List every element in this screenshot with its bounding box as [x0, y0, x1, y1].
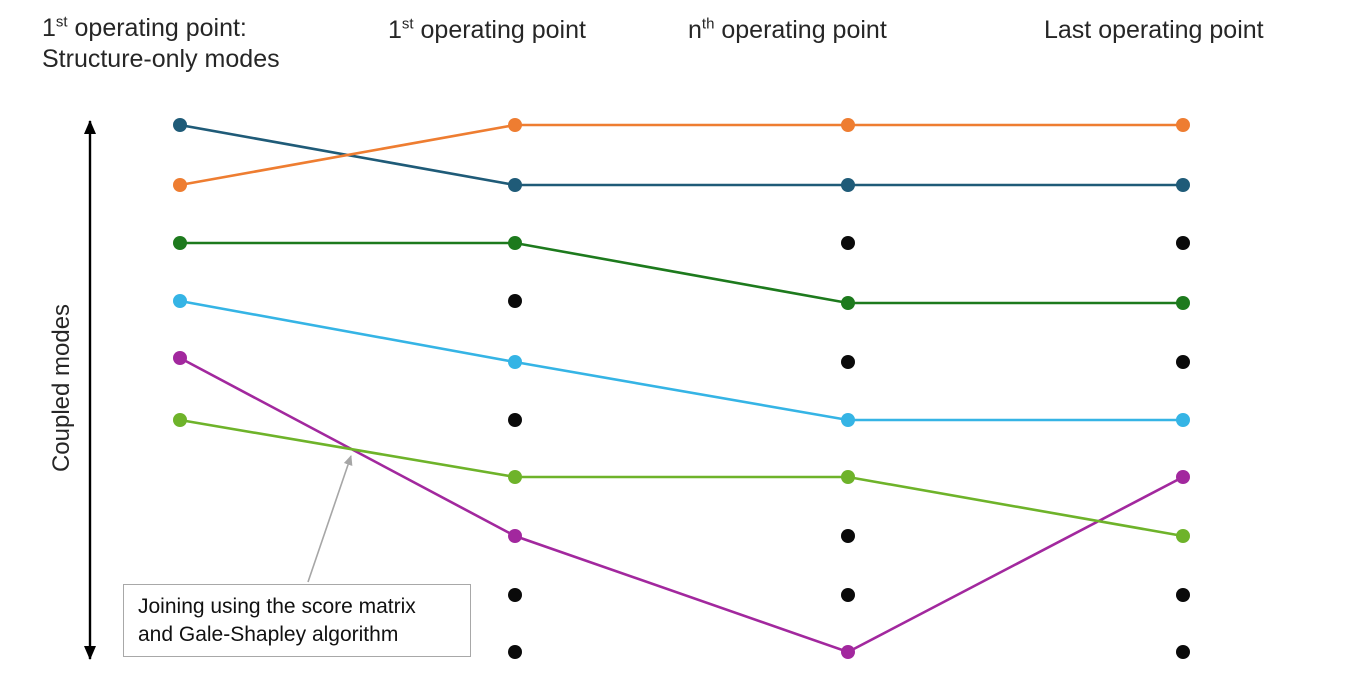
mode-point-light-blue	[173, 294, 187, 308]
mode-point-light-blue	[841, 413, 855, 427]
mode-point-dark-blue	[1176, 178, 1190, 192]
header-line-1: 1st operating point:	[42, 13, 280, 44]
mode-point-dark-blue	[841, 178, 855, 192]
mode-point-light-green	[1176, 529, 1190, 543]
mode-point-orange	[841, 118, 855, 132]
mode-point-dark-green	[1176, 296, 1190, 310]
annotation-line-2: and Gale-Shapley algorithm	[138, 622, 399, 646]
unmatched-mode-dot	[1176, 355, 1190, 369]
unmatched-mode-dot	[841, 355, 855, 369]
header-superscript: st	[55, 13, 68, 31]
mode-line-dark-green	[180, 241, 1183, 305]
unmatched-mode-dot	[841, 588, 855, 602]
mode-point-light-green	[173, 413, 187, 427]
unmatched-mode-dot	[508, 413, 522, 427]
header-superscript: th	[701, 15, 715, 33]
mode-point-light-blue	[1176, 413, 1190, 427]
header-nth-operating-point: nth operating point	[688, 15, 887, 46]
mode-line-orange	[179, 123, 1183, 187]
unmatched-mode-dot	[1176, 645, 1190, 659]
mode-point-orange	[508, 118, 522, 132]
header-text: operating point:	[67, 14, 247, 42]
mode-point-light-green	[508, 470, 522, 484]
mode-point-magenta	[173, 351, 187, 365]
header-text: operating point	[714, 16, 887, 44]
header-superscript: st	[401, 15, 414, 33]
mode-line-magenta	[179, 356, 1184, 654]
header-text: 1	[388, 16, 402, 44]
mode-point-dark-blue	[173, 118, 187, 132]
unmatched-mode-dot	[841, 236, 855, 250]
mode-point-dark-blue	[508, 178, 522, 192]
header-line-1: Last operating point	[1044, 15, 1264, 46]
unmatched-mode-dot	[508, 645, 522, 659]
mode-point-dark-green	[841, 296, 855, 310]
mode-point-magenta	[508, 529, 522, 543]
coupled-modes-axis-label: Coupled modes	[48, 303, 75, 473]
unmatched-mode-dot	[508, 588, 522, 602]
mode-point-dark-green	[508, 236, 522, 250]
mode-point-orange	[173, 178, 187, 192]
header-text: Last operating point	[1044, 16, 1264, 44]
mode-line-light-green	[179, 418, 1184, 538]
mode-point-dark-green	[173, 236, 187, 250]
header-first-point-structure-only: 1st operating point: Structure-only mode…	[42, 13, 280, 75]
mode-point-magenta	[1176, 470, 1190, 484]
header-line-2: Structure-only modes	[42, 45, 280, 73]
header-line-1: nth operating point	[688, 15, 887, 46]
mode-point-light-blue	[508, 355, 522, 369]
unmatched-mode-dot	[1176, 588, 1190, 602]
header-text: n	[688, 16, 702, 44]
mode-point-magenta	[841, 645, 855, 659]
unmatched-mode-dot	[1176, 236, 1190, 250]
header-line-1: 1st operating point	[388, 15, 586, 46]
header-first-operating-point: 1st operating point	[388, 15, 586, 46]
mode-point-light-green	[841, 470, 855, 484]
annotation-pointer-arrow	[307, 455, 353, 583]
header-last-operating-point: Last operating point	[1044, 15, 1264, 46]
gale-shapley-annotation-box: Joining using the score matrix and Gale-…	[123, 584, 471, 658]
mode-line-dark-blue	[179, 123, 1183, 187]
unmatched-mode-dot	[841, 529, 855, 543]
mode-point-orange	[1176, 118, 1190, 132]
header-text: 1	[42, 14, 56, 42]
annotation-line-1: Joining using the score matrix	[138, 595, 416, 618]
header-text: operating point	[413, 16, 586, 44]
mode-line-light-blue	[179, 299, 1183, 422]
unmatched-mode-dot	[508, 294, 522, 308]
